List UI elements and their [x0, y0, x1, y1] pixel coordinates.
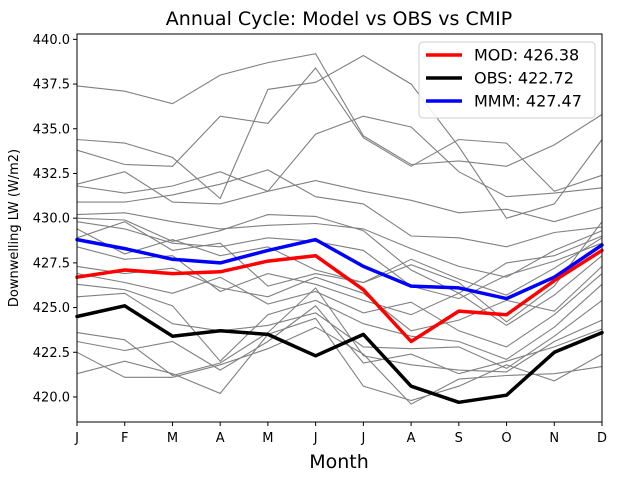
- legend: MOD: 426.38 OBS: 422.72 MMM: 427.47: [418, 41, 596, 119]
- cmip-model-line-5: [76, 171, 603, 223]
- cmip-model-line-2: [76, 54, 603, 219]
- series-line-mmm: [75, 237, 604, 301]
- cmip-model-line-8: [76, 214, 603, 294]
- x-tick-label: J: [360, 431, 365, 446]
- chart-title: Annual Cycle: Model vs OBS vs CMIP: [166, 8, 512, 30]
- x-tick-label: J: [74, 431, 79, 446]
- cmip-model-line-20: [76, 317, 603, 402]
- cmip-model-line-16: [76, 292, 603, 370]
- cmip-model-line-10: [76, 228, 603, 296]
- cmip-model-line-3: [76, 67, 603, 192]
- x-tick-label: S: [455, 431, 463, 446]
- y-tick-label: 420.0: [33, 390, 70, 405]
- x-tick-label: D: [597, 431, 607, 446]
- cmip-model-line-4: [76, 115, 603, 205]
- y-tick-label: 432.5: [33, 167, 70, 182]
- x-tick-label: M: [167, 431, 178, 446]
- x-tick-label: A: [216, 431, 225, 446]
- y-tick-label: 422.5: [33, 346, 70, 361]
- legend-label-mmm: MMM: 427.47: [474, 92, 582, 111]
- cmip-model-line-6: [77, 169, 603, 248]
- y-tick-label: 430.0: [33, 212, 70, 227]
- x-tick-label: N: [549, 431, 559, 446]
- cmip-model-line-19: [76, 326, 603, 405]
- legend-label-mod: MOD: 426.38: [474, 46, 579, 65]
- x-tick-label: O: [501, 431, 511, 446]
- y-tick-label: 440.0: [33, 33, 70, 48]
- cmip-model-line-1: [76, 53, 603, 167]
- y-tick-label: 437.5: [33, 78, 70, 93]
- y-axis-label: Downwelling LW (W/m2): [7, 149, 22, 307]
- x-axis-label: Month: [309, 451, 369, 473]
- cmip-model-line-13: [76, 265, 603, 332]
- series-line-mod: [75, 248, 604, 344]
- legend-box: [418, 41, 596, 119]
- legend-label-obs: OBS: 422.72: [474, 69, 574, 88]
- y-tick-label: 427.5: [33, 256, 70, 271]
- plot-area: [75, 53, 604, 405]
- cmip-model-line-9: [76, 221, 603, 300]
- cmip-model-line-11: [76, 221, 603, 323]
- cmip-model-line-15: [76, 283, 603, 363]
- y-tick-label: 435.0: [33, 122, 70, 137]
- x-tick-label: F: [121, 431, 128, 446]
- y-tick-label: 425.0: [33, 301, 70, 316]
- x-tick-label: M: [262, 431, 273, 446]
- x-tick-label: J: [313, 431, 318, 446]
- plot-frame: [76, 33, 603, 423]
- cmip-model-line-14: [76, 273, 603, 348]
- cmip-model-line-18: [76, 305, 603, 375]
- series-line-obs: [75, 304, 604, 405]
- x-tick-label: A: [407, 431, 416, 446]
- y-axis: 420.0 422.5 425.0 427.5 430.0 432.5 435.0 437.5…: [33, 33, 77, 405]
- cmip-model-line-17: [76, 287, 603, 377]
